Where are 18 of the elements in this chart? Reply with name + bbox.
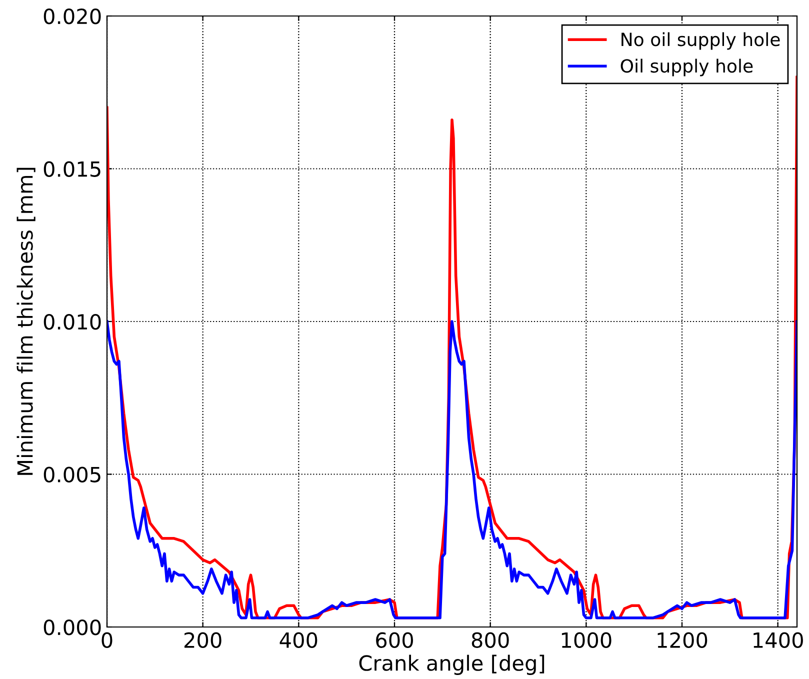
y-tick-label: 0.020 [44,8,101,24]
x-tick-label: 1000 [562,632,612,648]
x-tick-label: 600 [376,632,413,648]
x-tick-label: 400 [280,632,318,648]
y-tick-label: 0.005 [44,466,100,482]
x-tick-label: 1200 [658,632,708,648]
legend-label: Oil supply hole [620,58,753,76]
y-tick-label: 0.010 [44,314,101,330]
x-tick-label: 800 [472,632,509,648]
x-tick-label: 1400 [754,632,803,648]
line-series [107,320,797,620]
y-tick-label: 0.000 [44,619,101,636]
legend-label: No oil supply hole [622,32,780,50]
y-axis-title: Minimum film thickness [mm] [16,168,36,475]
x-axis-title: Crank angle [deg] [359,654,544,675]
x-tick-label: 200 [184,632,222,648]
x-tick-label: 0 [102,632,112,648]
y-tick-label: 0.015 [44,161,100,177]
